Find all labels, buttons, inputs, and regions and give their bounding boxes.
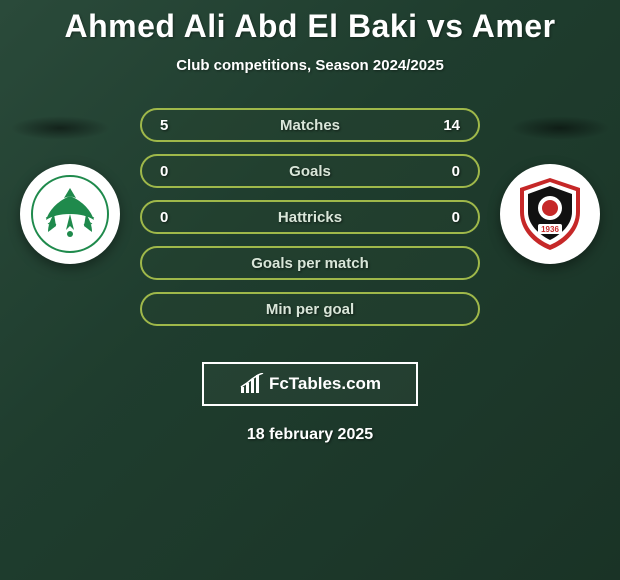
eagle-crest-icon — [30, 174, 110, 254]
ghazl-el-mahalla-club-badge: 1936 — [500, 164, 600, 264]
stat-label: Goals per match — [251, 255, 369, 272]
stat-left-value: 5 — [160, 117, 180, 134]
stat-right-value: 0 — [440, 209, 460, 226]
date-line: 18 february 2025 — [0, 426, 620, 444]
stat-label: Matches — [280, 117, 340, 134]
subtitle: Club competitions, Season 2024/2025 — [0, 57, 620, 74]
stat-row-goals-per-match: Goals per match — [140, 246, 480, 280]
al-masry-club-badge — [20, 164, 120, 264]
stat-label: Min per goal — [266, 301, 354, 318]
shield-crest-icon: 1936 — [508, 172, 592, 256]
stat-label: Goals — [289, 163, 331, 180]
stat-right-value: 0 — [440, 163, 460, 180]
stat-right-value: 14 — [440, 117, 460, 134]
club-year: 1936 — [541, 225, 559, 234]
player-shadow-right — [510, 116, 610, 140]
bar-chart-icon — [239, 373, 265, 395]
stat-row-goals: 0 Goals 0 — [140, 154, 480, 188]
stat-label: Hattricks — [278, 209, 342, 226]
page-title: Ahmed Ali Abd El Baki vs Amer — [0, 0, 620, 45]
stat-row-matches: 5 Matches 14 — [140, 108, 480, 142]
stat-left-value: 0 — [160, 209, 180, 226]
comparison-stage: 1936 5 Matches 14 0 Goals 0 0 Hattricks … — [0, 104, 620, 354]
brand-text: FcTables.com — [269, 374, 381, 394]
stat-left-value: 0 — [160, 163, 180, 180]
stat-row-hattricks: 0 Hattricks 0 — [140, 200, 480, 234]
brand-box: FcTables.com — [202, 362, 418, 406]
stat-row-min-per-goal: Min per goal — [140, 292, 480, 326]
stat-rows: 5 Matches 14 0 Goals 0 0 Hattricks 0 Goa… — [140, 108, 480, 338]
player-shadow-left — [10, 116, 110, 140]
